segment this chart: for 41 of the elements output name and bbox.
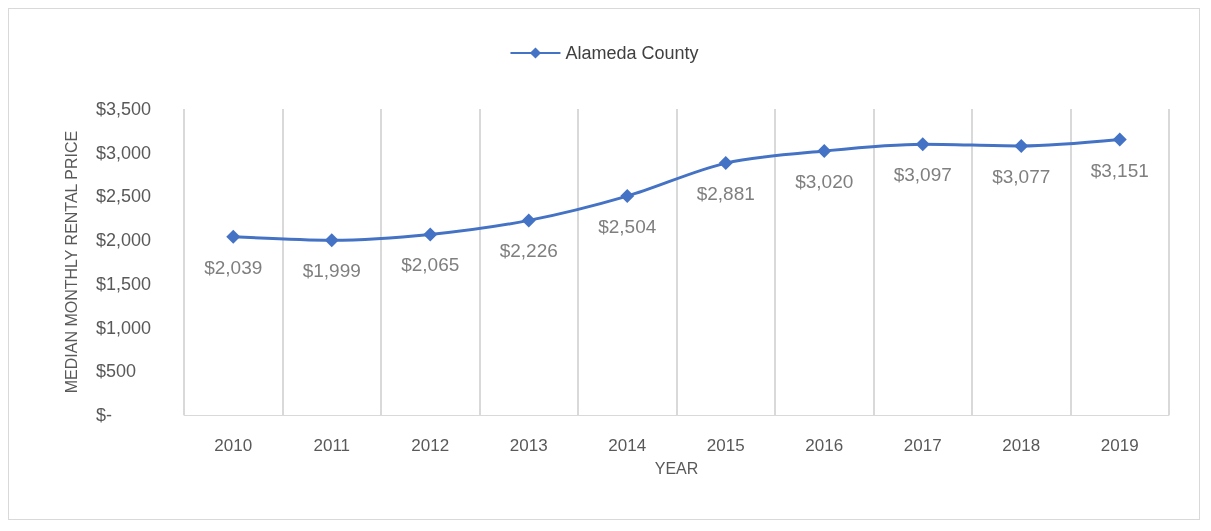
legend-label: Alameda County: [565, 43, 699, 63]
y-tick-label: $2,500: [96, 186, 152, 207]
data-label: $2,065: [401, 254, 460, 276]
point: [817, 143, 832, 158]
y-tick-label: $3,500: [96, 99, 152, 119]
x-tick-label: 2010: [214, 436, 253, 455]
x-tick-label: 2017: [903, 436, 942, 455]
point: [226, 229, 241, 244]
y-tick-label: $500: [96, 361, 137, 382]
point: [324, 233, 339, 248]
point: [915, 137, 930, 152]
y-tick-label: $1,000: [96, 317, 152, 338]
point: [620, 189, 635, 204]
data-label: $3,151: [1090, 159, 1149, 181]
data-label: $2,039: [204, 256, 263, 278]
point: [718, 156, 733, 171]
y-tick-label: $3,000: [96, 142, 152, 163]
data-label: $2,226: [499, 240, 558, 262]
x-tick-label: 2011: [313, 436, 351, 455]
x-tick-label: 2015: [706, 436, 745, 455]
x-tick-label: 2016: [805, 436, 844, 455]
point: [521, 213, 536, 228]
y-tick-label: $-: [96, 405, 113, 425]
y-tick-label: $1,500: [96, 273, 152, 294]
x-tick-label: 2014: [608, 436, 647, 455]
y-tick-label: $2,000: [96, 230, 152, 251]
data-label: $1,999: [302, 260, 361, 282]
point: [1014, 138, 1029, 153]
data-label: $3,077: [992, 165, 1051, 187]
point: [423, 227, 438, 242]
x-tick-label: 2013: [509, 436, 548, 455]
data-label: $3,097: [893, 164, 952, 186]
data-label: $3,020: [795, 170, 854, 192]
x-tick-label: 2018: [1002, 436, 1041, 455]
data-label: $2,504: [598, 216, 657, 238]
point: [1112, 132, 1127, 147]
data-label: $2,881: [696, 183, 755, 205]
y-axis-title: MEDIAN MONTHLY RENTAL PRICE: [62, 130, 80, 394]
x-axis-title: YEAR: [654, 459, 699, 477]
x-tick-label: 2012: [411, 436, 450, 455]
x-tick-label: 2019: [1100, 436, 1139, 455]
